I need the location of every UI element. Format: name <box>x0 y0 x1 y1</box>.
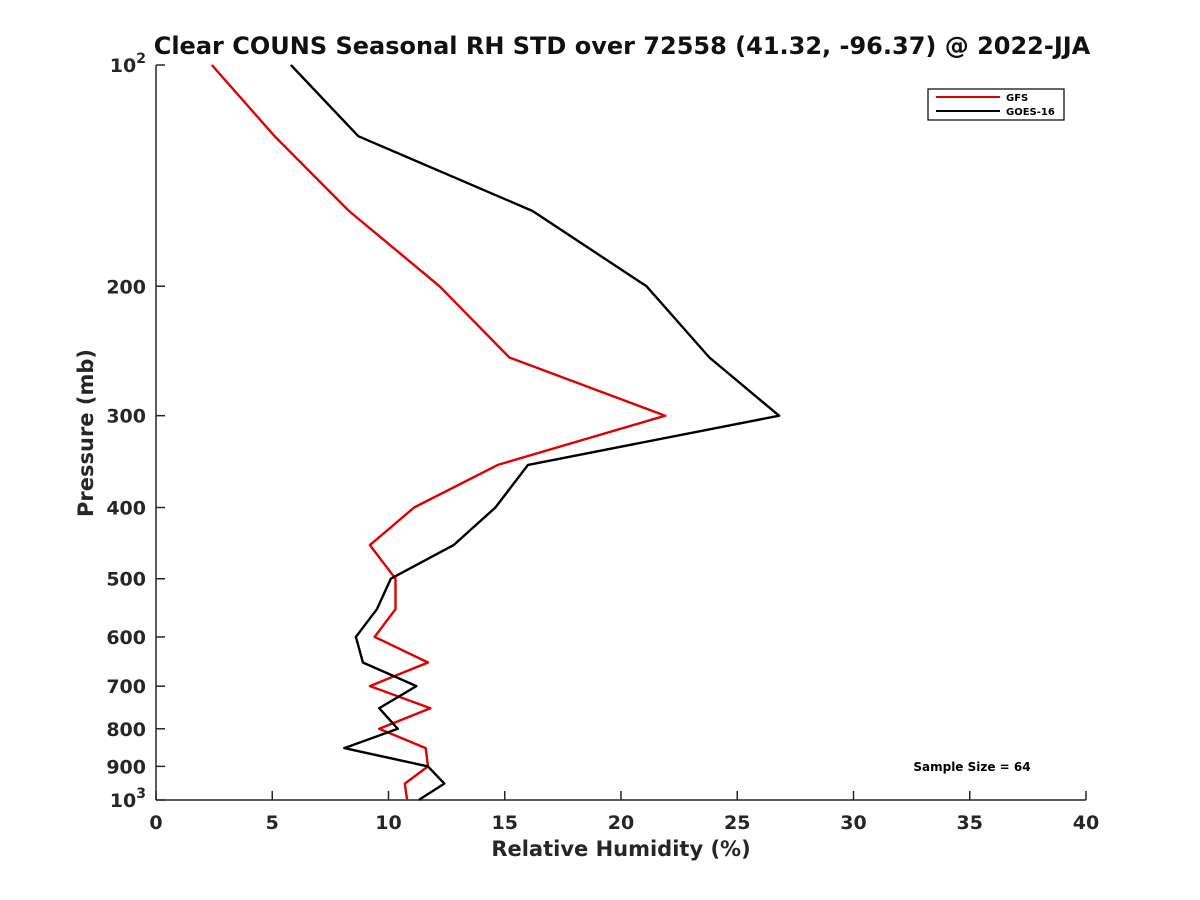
series-line-goes-16 <box>290 64 781 802</box>
chart-title: Clear COUNS Seasonal RH STD over 72558 (… <box>154 32 1091 60</box>
x-tick-label: 25 <box>724 812 750 834</box>
x-tick-label: 35 <box>957 812 983 834</box>
x-tick-label: 15 <box>492 812 518 834</box>
x-tick-label: 30 <box>840 812 866 834</box>
y-tick-label: 103 <box>110 786 146 812</box>
y-tick-label: 900 <box>106 756 146 778</box>
y-tick-label: 300 <box>106 406 146 428</box>
plot-area <box>155 65 1086 801</box>
y-tick-label: 200 <box>106 276 146 298</box>
x-tick-label: 20 <box>608 812 634 834</box>
y-tick-label: 600 <box>106 627 146 649</box>
x-tick-label: 5 <box>266 812 279 834</box>
legend: GFS GOES-16 <box>927 88 1065 121</box>
series-line-gfs <box>210 64 667 801</box>
x-ticks: 0 5 10 15 20 25 30 35 40 <box>149 791 1099 834</box>
x-axis-label: Relative Humidity (%) <box>491 837 750 861</box>
legend-label-gfs: GFS <box>1006 93 1028 104</box>
y-tick-label: 400 <box>106 498 146 520</box>
series-lines <box>210 64 781 802</box>
y-tick-label: 800 <box>106 719 146 741</box>
y-tick-label: 500 <box>106 569 146 591</box>
legend-label-goes-16: GOES-16 <box>1006 107 1055 118</box>
x-tick-label: 40 <box>1073 812 1099 834</box>
y-tick-label: 102 <box>110 51 146 77</box>
sample-size-annotation: Sample Size = 64 <box>913 760 1030 774</box>
y-tick-label: 700 <box>106 676 146 698</box>
x-tick-label: 10 <box>375 812 401 834</box>
legend-box <box>927 88 1065 121</box>
x-tick-label: 0 <box>149 812 162 834</box>
y-ticks: 102 200 300 400 500 600 700 800 900 103 <box>106 51 165 812</box>
y-axis-label: Pressure (mb) <box>74 349 98 517</box>
